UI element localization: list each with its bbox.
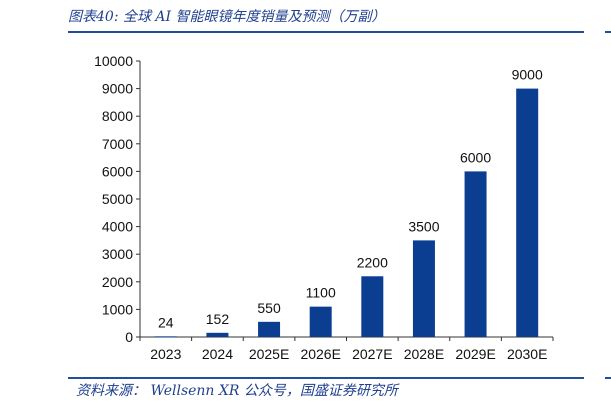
y-tick-label: 8000 — [102, 108, 133, 124]
bar-data-label: 3500 — [408, 218, 439, 234]
bar — [516, 88, 539, 337]
bar — [464, 171, 487, 337]
bar-data-label: 9000 — [512, 67, 543, 83]
bar-labels: 24 152 550 1100 2200 3500 6000 9000 — [158, 67, 543, 331]
y-tick-label: 5000 — [102, 191, 133, 207]
y-tick-label: 4000 — [102, 219, 133, 235]
y-tick-label: 2000 — [102, 274, 133, 290]
bar — [258, 321, 281, 337]
bar-data-label: 6000 — [460, 149, 491, 165]
bar-data-label: 152 — [206, 311, 230, 327]
y-tick-label: 1000 — [102, 301, 133, 317]
bar — [361, 276, 384, 337]
bar-data-label: 2200 — [357, 254, 388, 270]
y-tick-label: 7000 — [102, 136, 133, 152]
bottom-rule — [68, 377, 584, 379]
top-rule — [68, 31, 584, 33]
x-tick-label: 2029E — [455, 346, 495, 362]
y-axis: 0 1000 2000 3000 4000 5000 6000 7000 8000 9000 100… — [94, 53, 141, 345]
bar — [206, 332, 229, 337]
x-tick-label: 2030E — [507, 346, 547, 362]
figure-title: 图表40: 全球 AI 智能眼镜年度销量及预测（万副） — [68, 9, 386, 25]
y-tick-label: 0 — [125, 329, 133, 345]
bar — [309, 306, 332, 337]
source-note: 资料来源： Wellsenn XR 公众号，国盛证券研究所 — [76, 383, 398, 399]
y-tick-label: 3000 — [102, 246, 133, 262]
y-tick-label: 10000 — [94, 53, 133, 69]
bar-data-label: 550 — [257, 300, 281, 316]
x-tick-label: 2023 — [150, 346, 181, 362]
bars — [154, 88, 539, 338]
bar — [412, 240, 435, 337]
bar-data-label: 1100 — [306, 285, 336, 301]
y-tick-label: 9000 — [102, 81, 133, 97]
top-rule-stub — [605, 31, 611, 33]
bar-data-label: 24 — [158, 314, 174, 330]
bottom-rule-stub — [605, 377, 611, 379]
x-tick-label: 2027E — [352, 346, 392, 362]
y-tick-label: 6000 — [102, 163, 133, 179]
x-tick-label: 2026E — [300, 346, 340, 362]
x-tick-label: 2024 — [202, 346, 233, 362]
x-axis: 2023 2024 2025E 2026E 2027E 2028E 2029E 2030E — [139, 336, 554, 362]
x-tick-label: 2025E — [249, 346, 289, 362]
bar — [154, 336, 177, 338]
x-tick-label: 2028E — [404, 346, 444, 362]
